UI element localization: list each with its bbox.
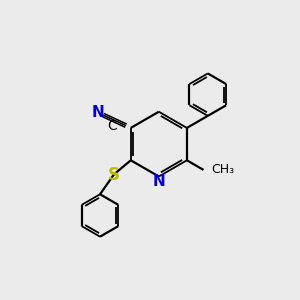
Text: C: C xyxy=(107,119,117,133)
Text: S: S xyxy=(108,166,120,184)
Text: N: N xyxy=(92,105,105,120)
Text: N: N xyxy=(152,174,165,189)
Text: CH₃: CH₃ xyxy=(212,164,235,176)
